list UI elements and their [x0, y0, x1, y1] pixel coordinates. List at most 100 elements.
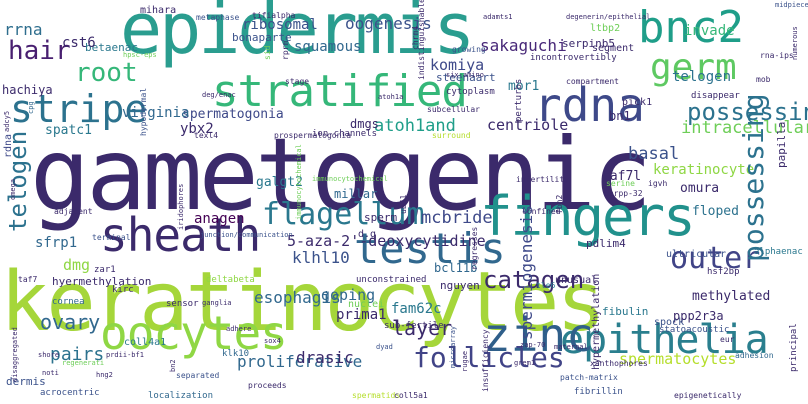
word-fam62c: spermiogenesis	[517, 205, 536, 340]
word-nuclei: nguyen	[440, 279, 480, 292]
word-proliferative: pairs	[50, 344, 105, 365]
word-taf7: adjacent	[54, 207, 93, 216]
word-galgt2: anagen	[194, 211, 245, 227]
word-mcbride: 5-aza-2'-deoxycytidine	[287, 232, 486, 250]
word-stripe: stripe	[10, 87, 148, 131]
word-hyermethylation: hypermethylation	[591, 273, 602, 370]
word-flagellum: flagellum	[262, 197, 425, 232]
word-disaggregated: junction/communication	[200, 231, 293, 239]
word-betaenac: telogen	[672, 69, 732, 85]
word-fibulin: spock	[654, 317, 685, 328]
word-principal: immunocytochemical	[312, 175, 388, 183]
word-disco: d.g	[358, 229, 377, 240]
word-floped: omura	[680, 181, 720, 196]
word-goping: prima1	[336, 307, 387, 323]
word-dg: sperm	[364, 211, 398, 224]
word-g45s: bn2	[169, 359, 177, 372]
word-coll4a1: hyermethylation	[52, 275, 152, 288]
word-rugae: microarray	[449, 325, 457, 368]
word-growing: growing	[452, 45, 486, 54]
word-cornea: kirc	[112, 285, 134, 295]
word-oocytes: oocytes	[100, 306, 288, 360]
word-adcy5: sox4	[264, 337, 281, 345]
word-disappear: pick1	[622, 97, 653, 108]
word-bn2: sensor	[166, 299, 199, 309]
word-infertility: regresses	[470, 226, 479, 270]
word-hpscEps: six-amino	[446, 71, 484, 79]
word-keratinocyte: hachiya	[2, 83, 53, 97]
word-serine: serine	[606, 179, 635, 188]
word-drasic: proliferative	[237, 352, 363, 371]
word-hypodermal: terminal	[92, 233, 131, 242]
word-ppp2r3a: methylated	[692, 289, 771, 304]
word-tifialpha: tifialpha	[252, 11, 296, 20]
word-acrocentric: cornea	[52, 297, 85, 307]
word-unusual: ultricular	[666, 249, 727, 260]
word-rdnas: rdna	[3, 133, 14, 158]
word-mob: mob	[756, 75, 771, 84]
word-incontrovertibly: unconstrained	[356, 275, 427, 285]
word-mihara: dermis	[6, 375, 46, 388]
word-nguyen: unusual	[555, 275, 598, 286]
word-insufficiency: immunocytochemical	[295, 144, 303, 220]
word-darpp32: darpp-32	[604, 189, 643, 198]
word-compartment: subcellular	[427, 105, 480, 114]
word-rrna: hair	[8, 36, 71, 66]
word-kirc: nuclei	[348, 299, 385, 310]
word-root: outer	[670, 241, 761, 276]
word-separated: rugae	[461, 350, 469, 372]
word-sakaguchi: komiya	[430, 56, 485, 74]
word-bcl11b: floped	[692, 204, 739, 219]
word-virginia: spermatogonia	[182, 107, 284, 122]
word-statoacoustic: epigenetically	[674, 391, 742, 400]
word-confined: infertility	[516, 175, 569, 184]
word-basal: intracellular	[681, 118, 808, 138]
word-epithelia: epithelia	[560, 317, 769, 363]
word-sensor: grem1	[514, 359, 536, 367]
word-adamts1: adamts1	[483, 13, 513, 21]
word-noti: shore	[38, 351, 60, 359]
word-rdna: rdna	[534, 78, 645, 132]
word-metaphase: metaphase	[196, 13, 240, 22]
word-cst6: betaenac	[85, 41, 138, 54]
word-midpiece: midpiece	[775, 1, 808, 9]
word-texl4: hypodermal	[139, 87, 148, 136]
word-atoh1and: spatc1	[45, 123, 92, 138]
word-steenaart: ppp2r3a	[673, 309, 724, 323]
word-spermatocytes: drasic	[296, 348, 354, 367]
word-komiya: squamous	[294, 39, 362, 55]
word-perturbs: confined	[522, 207, 561, 216]
word-microarray: adhesion	[735, 351, 774, 360]
word-regenerati: noti	[42, 369, 59, 377]
word-possessing: possessing	[737, 93, 770, 262]
word-patchmatrix: coll5a1	[394, 391, 428, 400]
word-testis: testis	[354, 224, 506, 273]
word-segment: cytoplasm	[446, 87, 495, 97]
word-stratified: stratified	[212, 66, 468, 117]
word-pedigree: ubf1	[399, 194, 408, 214]
word-epidermis: epidermis	[120, 0, 475, 70]
word-outer: possessing	[687, 98, 808, 126]
word-klk10: tle6	[536, 281, 556, 290]
word-grem1: zap-70	[520, 341, 546, 349]
word-5aza: dmg	[63, 256, 91, 274]
word-ultricular: pdlim4	[586, 237, 626, 250]
word-intracellular: centriole	[487, 116, 569, 134]
word-fingers: fingers	[480, 185, 696, 248]
word-iridophores: numerous	[791, 26, 799, 60]
word-mor1: dmgs	[350, 117, 379, 131]
word-adjacent: omega	[9, 178, 17, 200]
word-igvh: igvh	[648, 179, 668, 188]
word-localization: acrocentric	[40, 388, 100, 398]
word-anagen: sfrp1	[35, 235, 78, 251]
word-prdii: ganglia	[202, 299, 232, 307]
word-klhl10: mcbride	[421, 208, 493, 228]
word-pairs: ovary	[40, 310, 101, 334]
word-chrm4: chrm4	[411, 25, 420, 50]
word-subcellular: surround	[432, 131, 471, 140]
word-surround: ion-channels	[312, 129, 378, 139]
word-spermatogonia: ybx2	[180, 121, 214, 137]
word-epigenetically: fibrillin	[574, 387, 623, 397]
word-germ: germ	[650, 47, 737, 88]
word-hair: root	[75, 58, 138, 88]
